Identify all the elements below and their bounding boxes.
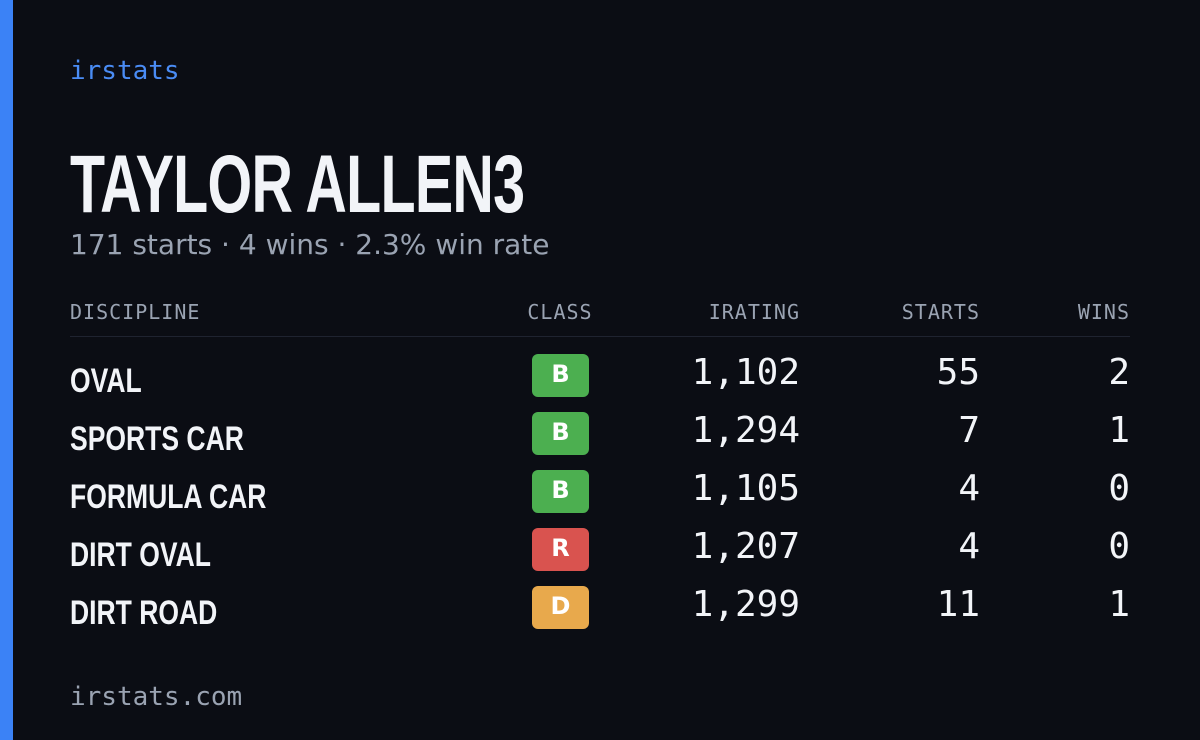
class-badge: R xyxy=(532,528,589,571)
wins: 1 xyxy=(1108,584,1130,625)
header-rule xyxy=(70,336,1130,337)
wins: 0 xyxy=(1108,468,1130,509)
brand[interactable]: irstats xyxy=(70,56,180,86)
irating: 1,207 xyxy=(691,526,800,567)
irating: 1,105 xyxy=(691,468,800,509)
irating: 1,299 xyxy=(691,584,800,625)
class-badge: D xyxy=(532,586,589,629)
starts: 7 xyxy=(958,410,980,451)
footer-link[interactable]: irstats.com xyxy=(70,682,243,712)
starts: 4 xyxy=(958,468,980,509)
driver-name: TAYLOR ALLEN3 xyxy=(70,139,525,230)
irating: 1,102 xyxy=(691,352,800,393)
starts: 11 xyxy=(936,584,980,625)
wins: 0 xyxy=(1108,526,1130,567)
column-header: DISCIPLINE xyxy=(70,300,201,324)
driver-summary: 171 starts · 4 wins · 2.3% win rate xyxy=(70,228,550,261)
class-badge: B xyxy=(532,470,589,513)
wins: 1 xyxy=(1108,410,1130,451)
discipline: DIRT ROAD xyxy=(70,594,218,632)
discipline: FORMULA CAR xyxy=(70,478,267,516)
accent-bar xyxy=(0,0,13,740)
starts: 55 xyxy=(936,352,980,393)
column-header: IRATING xyxy=(708,300,800,324)
class-badge: B xyxy=(532,354,589,397)
irating: 1,294 xyxy=(691,410,800,451)
starts: 4 xyxy=(958,526,980,567)
wins: 2 xyxy=(1108,352,1130,393)
discipline: OVAL xyxy=(70,362,142,400)
column-header: STARTS xyxy=(901,300,980,324)
column-header: WINS xyxy=(1077,300,1130,324)
discipline: DIRT OVAL xyxy=(70,536,211,574)
discipline: SPORTS CAR xyxy=(70,420,244,458)
column-header: CLASS xyxy=(527,300,593,324)
class-badge: B xyxy=(532,412,589,455)
